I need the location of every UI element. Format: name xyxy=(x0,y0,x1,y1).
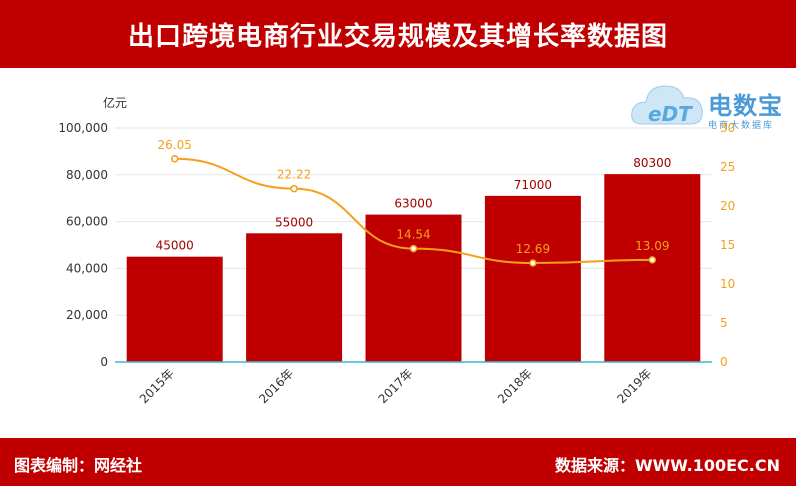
logo-mark: eDT xyxy=(648,102,692,126)
growth-rate-point xyxy=(648,256,657,264)
chart-title: 出口跨境电商行业交易规模及其增长率数据图 xyxy=(127,21,668,52)
y2-tick-label: 15 xyxy=(720,238,735,252)
line-value-label: 14.54 xyxy=(396,228,430,242)
bar-series xyxy=(126,174,701,362)
line-series xyxy=(170,155,657,267)
x-tick-label: 2016年 xyxy=(256,366,296,406)
footer-banner: 图表编制：网经社 数据来源：WWW.100EC.CN xyxy=(0,438,796,486)
y-axis-unit: 亿元 xyxy=(103,95,127,110)
cloud-icon xyxy=(631,85,703,125)
y-tick-label: 0 xyxy=(100,355,108,369)
logo-subtitle: 电商大数据库 xyxy=(708,121,775,131)
line-value-label: 12.69 xyxy=(516,242,550,256)
x-tick-label: 2017年 xyxy=(376,366,416,406)
logo: eDT 电数宝 电商大数据库 xyxy=(628,72,790,134)
y-tick-label: 40,000 xyxy=(66,261,108,275)
bar xyxy=(365,214,462,362)
y-tick-label: 20,000 xyxy=(66,308,108,322)
y-tick-label: 100,000 xyxy=(58,121,108,135)
growth-rate-point xyxy=(290,184,298,193)
y2-tick-label: 0 xyxy=(720,355,728,369)
footer-credit: 图表编制：网经社 xyxy=(14,456,143,475)
bar-value-label: 80300 xyxy=(633,156,671,170)
line-value-label: 13.09 xyxy=(635,239,669,253)
bar-value-label: 71000 xyxy=(514,178,552,192)
y-tick-label: 80,000 xyxy=(66,168,108,182)
bar xyxy=(604,174,701,362)
bar-value-label: 45000 xyxy=(156,239,194,253)
header-banner: 出口跨境电商行业交易规模及其增长率数据图 xyxy=(0,0,796,68)
x-tick-label: 2018年 xyxy=(495,366,535,406)
x-tick-label: 2019年 xyxy=(614,366,654,406)
growth-rate-point xyxy=(409,244,418,253)
y2-tick-label: 20 xyxy=(720,199,735,213)
growth-rate-point xyxy=(529,259,537,267)
line-value-label: 26.05 xyxy=(158,138,192,152)
y-axis-right: 0 5 10 15 20 25 30 xyxy=(720,121,735,369)
data-labels: 45000 55000 63000 71000 80300 26.05 22.22 14.54… xyxy=(156,138,672,256)
y2-tick-label: 5 xyxy=(720,316,728,330)
y2-tick-label: 10 xyxy=(720,277,735,291)
y2-tick-label: 30 xyxy=(720,121,735,135)
y-axis-left: 0 20,000 40,000 60,000 80,000 100,000 xyxy=(58,121,108,369)
x-tick-label: 2015年 xyxy=(137,366,177,406)
bar xyxy=(484,195,581,362)
growth-rate-point xyxy=(170,155,179,163)
growth-rate-line xyxy=(174,157,653,265)
bar xyxy=(126,256,223,362)
x-axis: 2015年 2016年 2017年 2018年 2019年 xyxy=(137,366,655,406)
line-value-label: 22.22 xyxy=(277,168,311,182)
bar-value-label: 55000 xyxy=(275,215,313,229)
bar-value-label: 63000 xyxy=(394,197,432,211)
y-tick-label: 60,000 xyxy=(66,215,108,229)
bar xyxy=(246,233,343,362)
logo-brand: 电数宝 xyxy=(708,92,783,120)
footer-source: 数据来源：WWW.100EC.CN xyxy=(554,456,780,475)
y2-tick-label: 25 xyxy=(720,160,735,174)
chart: 45000 55000 63000 71000 80300 26.05 22.22 14.54… xyxy=(58,95,735,406)
